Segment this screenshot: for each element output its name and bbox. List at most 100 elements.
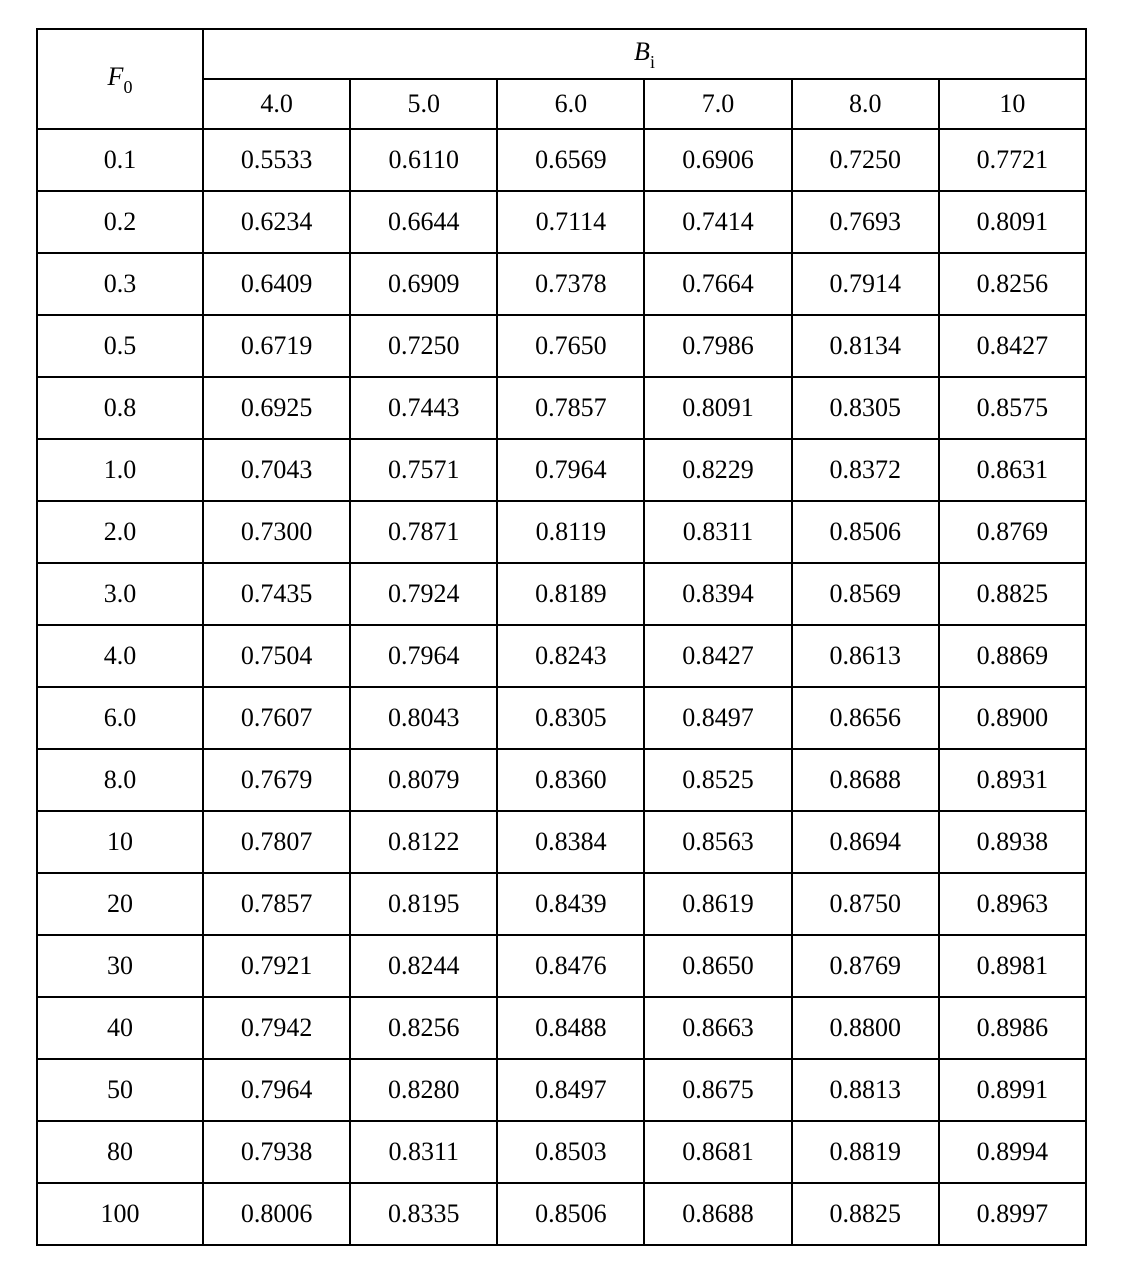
cell: 0.8769 (792, 935, 939, 997)
cell: 0.8488 (497, 997, 644, 1059)
row-label: 10 (37, 811, 203, 873)
cell: 0.7871 (350, 501, 497, 563)
cell: 0.7857 (203, 873, 350, 935)
cell: 0.7857 (497, 377, 644, 439)
table-row: 300.79210.82440.84760.86500.87690.8981 (37, 935, 1086, 997)
table-row: 6.00.76070.80430.83050.84970.86560.8900 (37, 687, 1086, 749)
cell: 0.8439 (497, 873, 644, 935)
cell: 0.8650 (644, 935, 791, 997)
table-row: 0.10.55330.61100.65690.69060.72500.7721 (37, 129, 1086, 191)
cell: 0.8256 (939, 253, 1086, 315)
cell: 0.6644 (350, 191, 497, 253)
cell: 0.8819 (792, 1121, 939, 1183)
cell: 0.8335 (350, 1183, 497, 1245)
col-header: 10 (939, 79, 1086, 129)
cell: 0.6719 (203, 315, 350, 377)
row-header-label: F0 (37, 29, 203, 129)
cell: 0.7435 (203, 563, 350, 625)
col-header: 4.0 (203, 79, 350, 129)
cell: 0.8091 (644, 377, 791, 439)
col-header: 7.0 (644, 79, 791, 129)
cell: 0.6234 (203, 191, 350, 253)
table-head: F0 Bi 4.0 5.0 6.0 7.0 8.0 10 (37, 29, 1086, 129)
row-label: 2.0 (37, 501, 203, 563)
cell: 0.7378 (497, 253, 644, 315)
cell: 0.7807 (203, 811, 350, 873)
cell: 0.8305 (497, 687, 644, 749)
cell: 0.8311 (350, 1121, 497, 1183)
cell: 0.8091 (939, 191, 1086, 253)
cell: 0.8900 (939, 687, 1086, 749)
cell: 0.7250 (350, 315, 497, 377)
row-label: 0.1 (37, 129, 203, 191)
cell: 0.7650 (497, 315, 644, 377)
cell: 0.8563 (644, 811, 791, 873)
cell: 0.7924 (350, 563, 497, 625)
cell: 0.8119 (497, 501, 644, 563)
cell: 0.8825 (939, 563, 1086, 625)
header-row-1: F0 Bi (37, 29, 1086, 79)
cell: 0.8991 (939, 1059, 1086, 1121)
table-row: 1000.80060.83350.85060.86880.88250.8997 (37, 1183, 1086, 1245)
cell: 0.7300 (203, 501, 350, 563)
cell: 0.7921 (203, 935, 350, 997)
cell: 0.8427 (644, 625, 791, 687)
row-label: 0.8 (37, 377, 203, 439)
cell: 0.7571 (350, 439, 497, 501)
cell: 0.7964 (350, 625, 497, 687)
cell: 0.8497 (644, 687, 791, 749)
symbol-b: B (634, 37, 650, 66)
cell: 0.7721 (939, 129, 1086, 191)
cell: 0.8963 (939, 873, 1086, 935)
cell: 0.8311 (644, 501, 791, 563)
cell: 0.8750 (792, 873, 939, 935)
cell: 0.8427 (939, 315, 1086, 377)
cell: 0.8656 (792, 687, 939, 749)
cell: 0.8497 (497, 1059, 644, 1121)
cell: 0.7914 (792, 253, 939, 315)
cell: 0.8825 (792, 1183, 939, 1245)
cell: 0.6909 (350, 253, 497, 315)
table-row: 0.20.62340.66440.71140.74140.76930.8091 (37, 191, 1086, 253)
cell: 0.5533 (203, 129, 350, 191)
cell: 0.6906 (644, 129, 791, 191)
cell: 0.8134 (792, 315, 939, 377)
cell: 0.7664 (644, 253, 791, 315)
cell: 0.6110 (350, 129, 497, 191)
table-row: 2.00.73000.78710.81190.83110.85060.8769 (37, 501, 1086, 563)
cell: 0.8694 (792, 811, 939, 873)
cell: 0.8476 (497, 935, 644, 997)
row-label: 50 (37, 1059, 203, 1121)
cell: 0.8663 (644, 997, 791, 1059)
row-label: 4.0 (37, 625, 203, 687)
row-label: 1.0 (37, 439, 203, 501)
col-header: 8.0 (792, 79, 939, 129)
cell: 0.8938 (939, 811, 1086, 873)
cell: 0.8305 (792, 377, 939, 439)
cell: 0.8243 (497, 625, 644, 687)
cell: 0.8681 (644, 1121, 791, 1183)
table-row: 200.78570.81950.84390.86190.87500.8963 (37, 873, 1086, 935)
cell: 0.8986 (939, 997, 1086, 1059)
cell: 0.8506 (792, 501, 939, 563)
cell: 0.6569 (497, 129, 644, 191)
cell: 0.7679 (203, 749, 350, 811)
cell: 0.8575 (939, 377, 1086, 439)
data-table: F0 Bi 4.0 5.0 6.0 7.0 8.0 10 0.10.55330.… (36, 28, 1087, 1246)
table-row: 1.00.70430.75710.79640.82290.83720.8631 (37, 439, 1086, 501)
cell: 0.7693 (792, 191, 939, 253)
cell: 0.8813 (792, 1059, 939, 1121)
cell: 0.8043 (350, 687, 497, 749)
table-row: 4.00.75040.79640.82430.84270.86130.8869 (37, 625, 1086, 687)
table-body: 0.10.55330.61100.65690.69060.72500.77210… (37, 129, 1086, 1245)
cell: 0.7250 (792, 129, 939, 191)
row-label: 0.5 (37, 315, 203, 377)
cell: 0.7607 (203, 687, 350, 749)
row-label: 3.0 (37, 563, 203, 625)
table-row: 8.00.76790.80790.83600.85250.86880.8931 (37, 749, 1086, 811)
cell: 0.8503 (497, 1121, 644, 1183)
table-row: 400.79420.82560.84880.86630.88000.8986 (37, 997, 1086, 1059)
cell: 0.7964 (497, 439, 644, 501)
cell: 0.8569 (792, 563, 939, 625)
cell: 0.6409 (203, 253, 350, 315)
